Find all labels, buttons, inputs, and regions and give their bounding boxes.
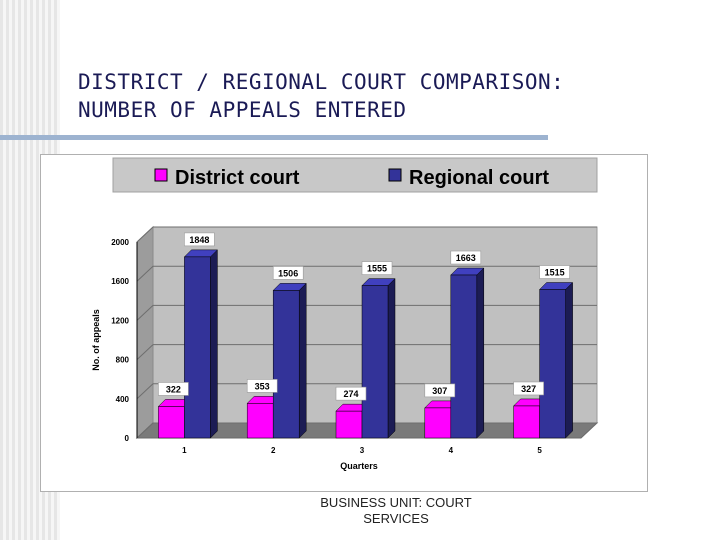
x-tick-label-5: 5 <box>537 446 542 455</box>
legend-label-2: Regional court <box>409 167 549 189</box>
bar-district-q1-label-box <box>158 382 189 396</box>
appeals-bar-chart: District court Regional court 04008001200… <box>91 157 599 471</box>
y-tick-label-5: 1600 <box>111 277 129 286</box>
bar-regional-q4-label: 1663 <box>456 253 476 263</box>
y-tick-label-2: 400 <box>116 395 130 404</box>
x-tick-label-4: 4 <box>449 446 454 455</box>
bar-regional-q1-label: 1848 <box>189 235 209 245</box>
bar-regional-q2-side <box>298 282 307 439</box>
legend-swatch-2 <box>388 168 402 182</box>
bar-regional-q1 <box>184 256 211 439</box>
grid-diag-4 <box>136 305 154 321</box>
bar-district-q3 <box>335 410 363 439</box>
bar-regional-q5-side <box>565 281 573 439</box>
y-tick-label-3: 800 <box>116 356 130 365</box>
legend-box <box>112 157 598 193</box>
data-labels: 322 1848 353 1506 274 1555 307 1663 327 1515 <box>158 232 570 401</box>
bar-district-q1-label: 322 <box>166 384 181 394</box>
bar-regional-q4 <box>450 274 478 439</box>
footer-line-2: SERVICES <box>363 511 429 526</box>
y-tick-label-6: 2000 <box>111 238 129 247</box>
bar-regional-q3-label-box <box>361 261 393 275</box>
chart-legend: District court Regional court <box>112 157 598 193</box>
grid-diag-2 <box>136 383 154 400</box>
bar-district-q4 <box>424 407 452 439</box>
grid-diag-1 <box>136 422 154 439</box>
bar-district-q5 <box>513 405 540 439</box>
grid-diag-5 <box>136 265 154 282</box>
side-wall <box>136 225 154 440</box>
y-axis-title: No. of appeals <box>91 309 101 371</box>
bars <box>157 249 574 439</box>
x-tick-label-2: 2 <box>271 446 276 455</box>
y-tick-label-1: 0 <box>125 434 130 443</box>
bar-district-q2-label: 353 <box>255 381 270 391</box>
bar-district-q4-label: 307 <box>432 386 447 396</box>
bar-regional-q2-label-box <box>272 266 304 280</box>
x-tick-label-3: 3 <box>360 446 365 455</box>
bar-regional-q1-label-box <box>184 232 215 247</box>
legend-swatch-1 <box>154 168 168 182</box>
grid-diag-6 <box>136 226 154 243</box>
bar-regional-q4-side <box>476 267 485 439</box>
bar-regional-q5-label-box <box>539 265 570 279</box>
x-axis-title: Quarters <box>340 461 378 471</box>
title-underline <box>0 135 548 140</box>
bar-regional-q5 <box>539 289 566 439</box>
bar-district-q4-label-box <box>424 383 456 398</box>
bar-regional-q3 <box>361 285 389 439</box>
bar-regional-q1-side <box>210 249 218 439</box>
legend-label-1: District court <box>175 167 300 189</box>
bar-district-q2-label-box <box>246 379 278 393</box>
bar-regional-q2-label: 1506 <box>278 268 298 278</box>
bar-regional-q4-label-box <box>450 250 482 265</box>
slide-title-line-1: DISTRICT / REGIONAL COURT COMPARISON: <box>78 70 565 94</box>
bar-district-q2 <box>246 403 274 439</box>
bar-district-q3-label-box <box>335 386 367 401</box>
bar-district-q5-label: 327 <box>521 384 536 394</box>
bar-regional-q3-label: 1555 <box>367 264 387 274</box>
bar-district-q5-label-box <box>513 381 544 396</box>
x-axis: 1 2 3 4 5 Quarters <box>182 446 542 471</box>
x-tick-label-1: 1 <box>182 446 187 455</box>
footer-line-1: BUSINESS UNIT: COURT <box>320 495 472 510</box>
bar-regional-q2 <box>272 290 300 439</box>
slide-title-line-2: NUMBER OF APPEALS ENTERED <box>78 98 407 122</box>
grid-diag-3 <box>136 344 154 360</box>
y-axis: 0 400 800 1200 1600 2000 No. of appeals <box>91 238 138 443</box>
footer: BUSINESS UNIT: COURT SERVICES <box>296 495 496 527</box>
bar-regional-q3-side <box>387 278 396 439</box>
bar-regional-q5-label: 1515 <box>545 268 565 278</box>
bar-district-q3-label: 274 <box>343 389 358 399</box>
y-tick-label-4: 1200 <box>111 316 129 325</box>
bar-district-q1 <box>158 406 185 439</box>
chart-frame: District court Regional court 0 400 800 1200… <box>40 154 648 492</box>
slide-title: DISTRICT / REGIONAL COURT COMPARISON: NU… <box>78 68 708 124</box>
